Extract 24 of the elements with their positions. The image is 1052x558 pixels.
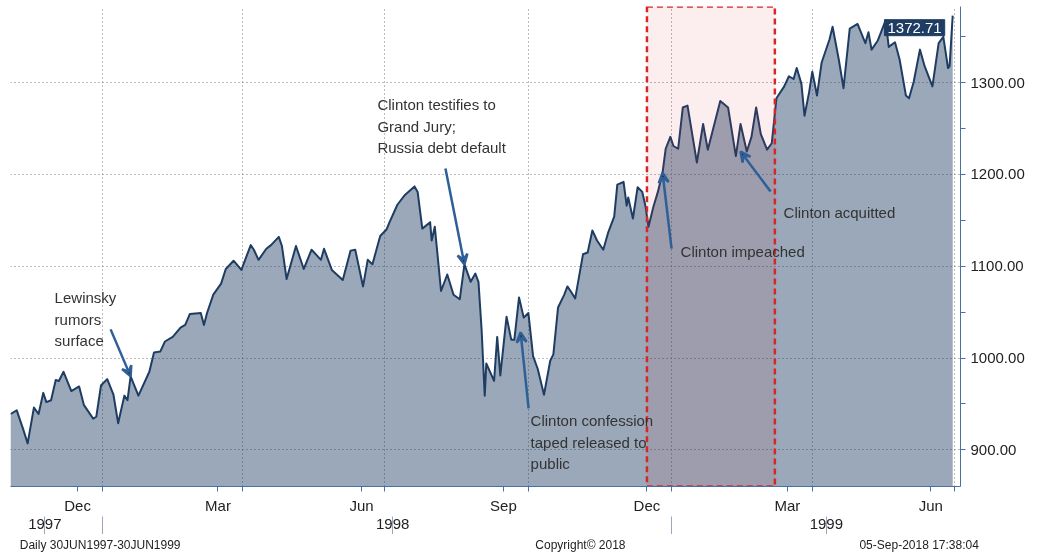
y-tick-label: 1100.00 [970,257,1024,275]
y-tick-label: 900.00 [970,440,1017,458]
x2-tick-label: 1999 [809,514,844,532]
x-tick-label: Sep [490,496,517,514]
text: Copyright© 2018 [535,537,626,552]
x2-tick-label: 1997 [28,514,62,532]
x-tick-label: Mar [205,496,231,514]
x-tick-label: Jun [918,496,943,514]
annotation: Clinton impeached [680,242,805,260]
annotation: Clinton testifies to Grand Jury; Russia debt default [377,96,507,156]
text: Daily 30JUN1997-30JUN1999 [19,537,181,552]
x-tick-label: Mar [774,496,801,514]
x-tick-label: Dec [64,496,92,514]
y-tick-label: 1300.00 [970,73,1025,91]
text: 05-Sep-2018 17:38:04 [859,537,980,552]
annotation: Clinton acquitted [783,203,896,221]
annotation: 1372.71 [887,18,942,36]
annotation: Clinton confession taped released to public [530,412,654,472]
y-tick-label: 1200.00 [970,165,1025,183]
x2-tick-label: 1998 [376,514,410,532]
x-tick-label: Dec [633,496,661,514]
y-tick-label: 1000.00 [970,349,1025,367]
x-tick-label: Jun [349,496,374,514]
annotation: Lewinsky rumors surface [54,289,117,349]
